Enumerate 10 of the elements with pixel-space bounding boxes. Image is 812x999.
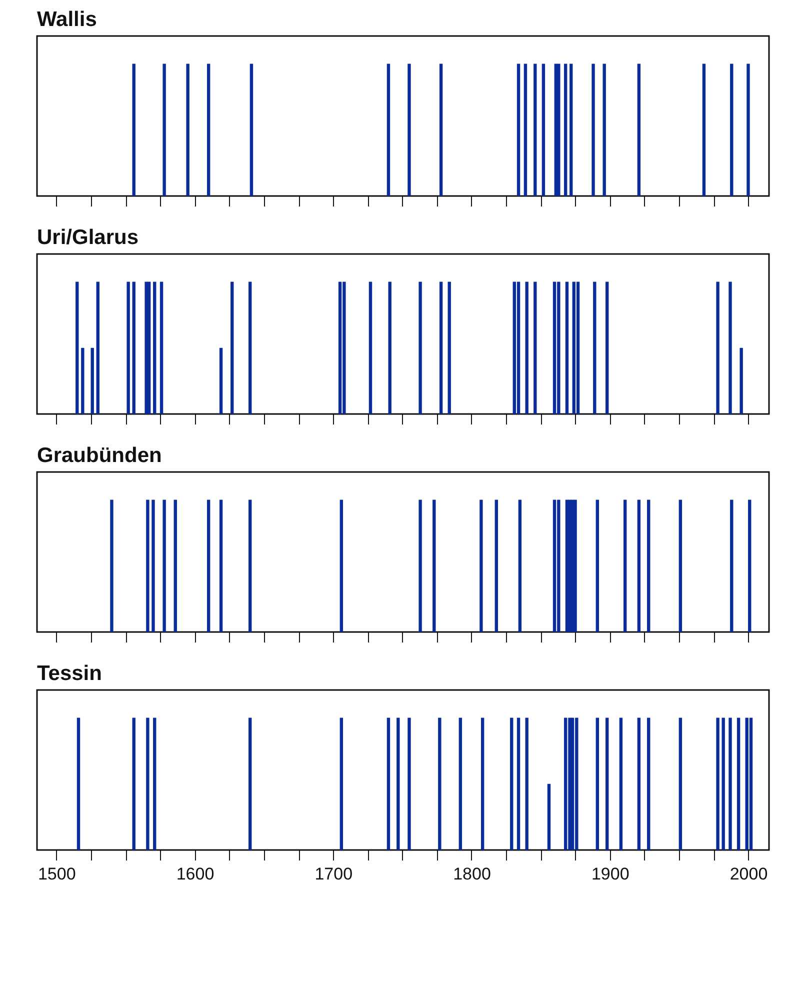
x-tick-label: 2000 — [730, 864, 768, 884]
x-tick-label: 1700 — [314, 864, 353, 884]
chart-title: Wallis — [37, 8, 97, 31]
x-tick-label: 1800 — [453, 864, 491, 884]
x-tick-label: 1500 — [38, 864, 76, 884]
x-tick-label: 1900 — [591, 864, 630, 884]
chart-title: Graubünden — [37, 444, 162, 467]
chart-title: Tessin — [37, 662, 102, 685]
chart-title: Uri/Glarus — [37, 226, 139, 249]
x-tick-label: 1600 — [176, 864, 214, 884]
